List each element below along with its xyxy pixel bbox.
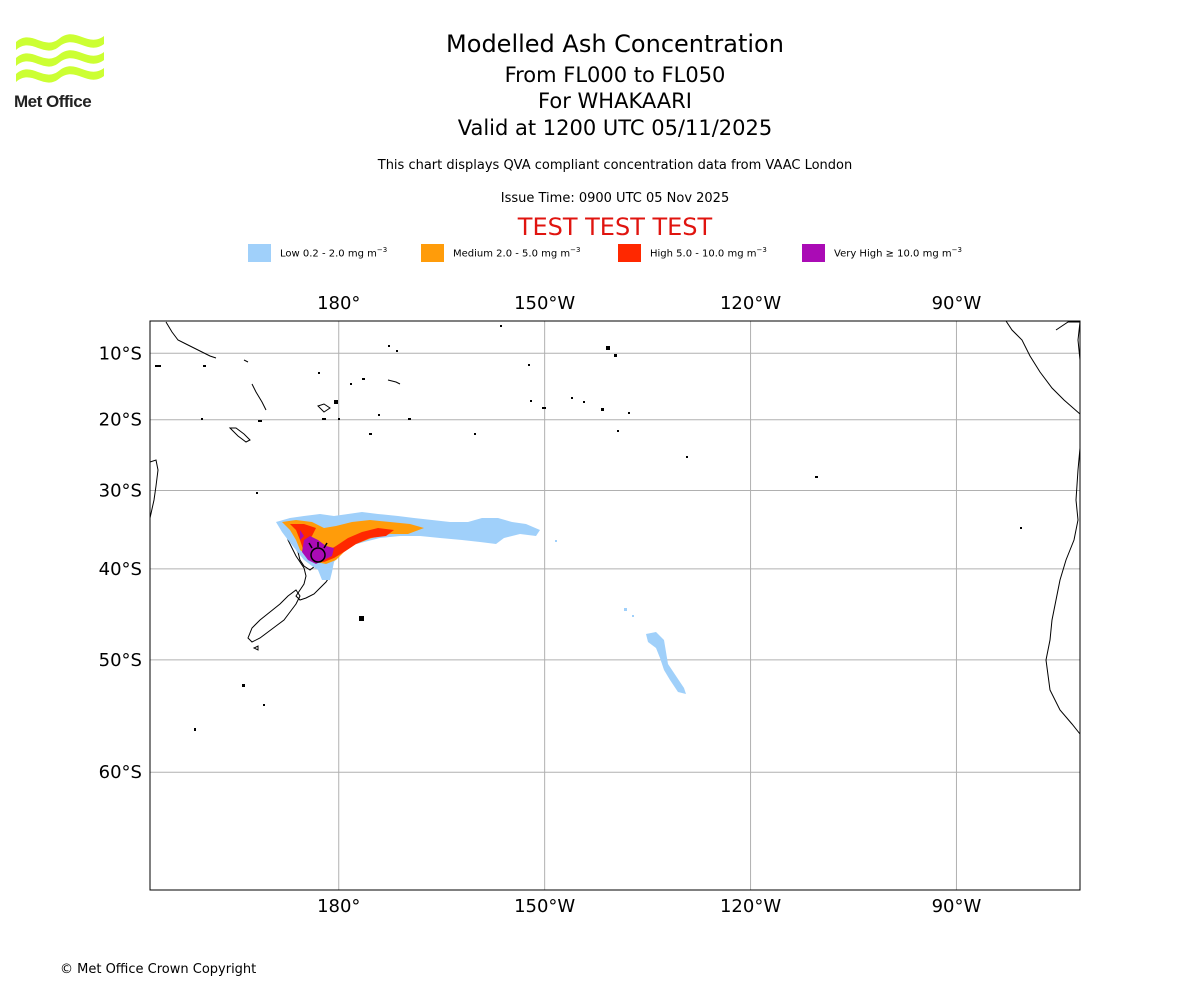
legend-item-very-high: Very High ≥ 10.0 mg m−3 (802, 244, 962, 262)
lon-tick-label-top: 180° (317, 293, 360, 314)
concentration-legend: Low 0.2 - 2.0 mg m−3 Medium 2.0 - 5.0 mg… (0, 244, 1200, 264)
legend-item-low: Low 0.2 - 2.0 mg m−3 (248, 244, 387, 262)
ash-very-high-area (302, 536, 334, 564)
legend-swatch-very-high (802, 244, 825, 262)
volcano-name: For WHAKAARI (538, 89, 692, 113)
met-office-wave-icon (16, 34, 104, 83)
lon-tick-label-bottom: 150°W (514, 896, 575, 917)
lat-tick-label: 20°S (99, 410, 142, 431)
coastlines (150, 321, 1080, 735)
south-island-coast (247, 589, 301, 643)
lon-tick-label-top: 150°W (514, 293, 575, 314)
ash-low-speck (624, 608, 627, 611)
lon-tick-label-bottom: 180° (317, 896, 360, 917)
ash-plume (276, 512, 686, 694)
lat-tick-label: 30°S (99, 481, 142, 502)
map-frame (149, 320, 1081, 891)
legend-item-medium: Medium 2.0 - 5.0 mg m−3 (421, 244, 580, 262)
lon-tick-label-top: 120°W (720, 293, 781, 314)
lat-tick-label: 40°S (99, 559, 142, 580)
ash-low-area-se (646, 632, 686, 694)
legend-swatch-medium (421, 244, 444, 262)
valid-time: Valid at 1200 UTC 05/11/2025 (457, 116, 773, 140)
lat-tick-label: 50°S (99, 650, 142, 671)
legend-swatch-high (618, 244, 641, 262)
lat-tick-label: 60°S (99, 762, 142, 783)
south-america-coast (1005, 321, 1080, 415)
qva-note: This chart displays QVA compliant concen… (377, 158, 853, 173)
volcano-marker (308, 542, 328, 563)
met-office-logo-text: Met Office (14, 92, 92, 111)
island-dots (155, 325, 1022, 731)
lat-tick-label: 10°S (99, 343, 142, 364)
legend-label-very-high: Very High ≥ 10.0 mg m−3 (834, 246, 962, 260)
legend-item-high: High 5.0 - 10.0 mg m−3 (618, 244, 767, 262)
graticule (150, 321, 1080, 890)
australia-coast (150, 459, 159, 519)
legend-label-medium: Medium 2.0 - 5.0 mg m−3 (453, 246, 581, 260)
lon-tick-label-bottom: 120°W (720, 896, 781, 917)
met-office-logo: Met Office (14, 30, 106, 112)
copyright-notice: © Met Office Crown Copyright (60, 962, 257, 977)
ash-high-area (290, 524, 394, 562)
axis-tick-labels: 180° 180° 150°W 150°W 120°W 120°W 90°W 90°W 10°S… (99, 293, 982, 917)
legend-label-low: Low 0.2 - 2.0 mg m−3 (280, 246, 388, 260)
lon-tick-label-bottom: 90°W (932, 896, 982, 917)
legend-label-high: High 5.0 - 10.0 mg m−3 (650, 246, 767, 260)
flight-levels: From FL000 to FL050 (504, 63, 726, 87)
chart-title: Modelled Ash Concentration (446, 30, 784, 58)
map-background (150, 321, 1080, 890)
test-banner: TEST TEST TEST (517, 213, 713, 241)
north-island-coast (285, 527, 333, 601)
lon-tick-label-top: 90°W (932, 293, 982, 314)
legend-swatch-low (248, 244, 271, 262)
issue-time: Issue Time: 0900 UTC 05 Nov 2025 (500, 191, 730, 206)
